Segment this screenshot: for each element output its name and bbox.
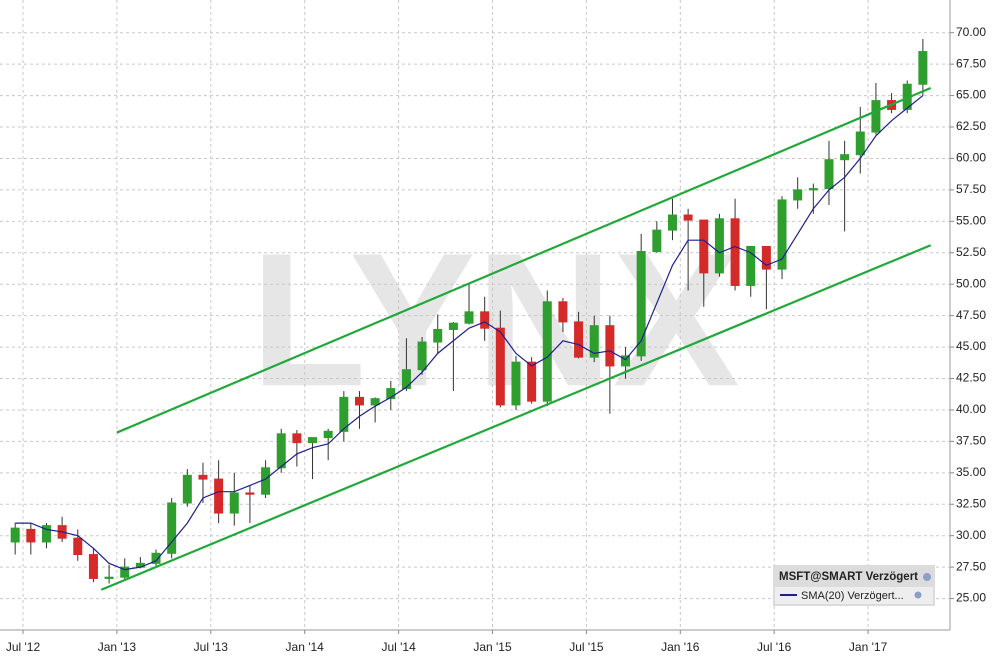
y-tick-label: 67.50: [956, 56, 986, 70]
candle-body: [401, 369, 411, 390]
candle-body: [746, 245, 756, 286]
x-tick-label: Jul '16: [757, 640, 792, 654]
x-tick-label: Jul '12: [6, 640, 41, 654]
x-tick-label: Jul '14: [381, 640, 416, 654]
x-tick-label: Jul '13: [194, 640, 229, 654]
y-tick-label: 55.00: [956, 213, 986, 227]
candle-body: [840, 154, 850, 161]
candle-body: [73, 537, 83, 556]
candle-body: [652, 229, 662, 252]
candle-body: [245, 492, 255, 495]
legend-label: SMA(20) Verzögert...: [801, 590, 904, 602]
candle-body: [495, 327, 505, 406]
x-tick-label: Jan '13: [98, 640, 137, 654]
candle-body: [276, 433, 286, 469]
candle-body: [386, 388, 396, 400]
candle-body: [229, 492, 239, 514]
candle-body: [417, 341, 427, 371]
y-tick-label: 37.50: [956, 434, 986, 448]
candle-body: [354, 396, 364, 406]
candle-body: [605, 325, 615, 367]
candle-body: [198, 474, 208, 480]
candle-body: [10, 527, 20, 543]
candle-body: [636, 250, 646, 357]
y-tick-label: 47.50: [956, 308, 986, 322]
candle-body: [41, 525, 51, 543]
trend-line: [100, 244, 932, 591]
candle-body: [88, 554, 98, 579]
candle-body: [589, 325, 599, 358]
candle-body: [120, 566, 130, 578]
x-tick-label: Jan '16: [661, 640, 700, 654]
candle-body: [699, 219, 709, 274]
legend-row: [775, 587, 933, 604]
candle-body: [480, 311, 490, 329]
y-tick-label: 30.00: [956, 528, 986, 542]
legend-title: MSFT@SMART Verzögert: [779, 571, 918, 583]
candle-body: [542, 301, 552, 402]
candle-body: [511, 361, 521, 406]
legend-icon: [923, 573, 931, 581]
legend-icon: [914, 591, 922, 599]
y-tick-label: 25.00: [956, 591, 986, 605]
y-tick-label: 50.00: [956, 276, 986, 290]
candle-body: [574, 321, 584, 358]
candle-body: [292, 433, 302, 444]
y-tick-label: 52.50: [956, 245, 986, 259]
candle-body: [464, 311, 474, 324]
y-tick-label: 60.00: [956, 151, 986, 165]
candle-body: [308, 437, 318, 444]
candle-body: [448, 322, 458, 330]
x-tick-label: Jan '15: [473, 640, 512, 654]
candle-body: [261, 467, 271, 495]
candle-body: [323, 430, 333, 439]
candle-body: [527, 361, 537, 402]
y-tick-label: 45.00: [956, 339, 986, 353]
y-tick-label: 70.00: [956, 25, 986, 39]
x-tick-label: Jan '17: [849, 640, 888, 654]
y-tick-label: 65.00: [956, 88, 986, 102]
candle-body: [855, 131, 865, 156]
y-tick-label: 27.50: [956, 559, 986, 573]
candle-body: [714, 218, 724, 274]
candle-body: [667, 214, 677, 231]
candle-body: [104, 576, 114, 579]
y-tick-label: 32.50: [956, 496, 986, 510]
candle-body: [761, 245, 771, 270]
candle-body: [151, 552, 161, 564]
y-tick-label: 40.00: [956, 402, 986, 416]
y-tick-label: 35.00: [956, 465, 986, 479]
candle-body: [621, 355, 631, 367]
y-tick-label: 42.50: [956, 371, 986, 385]
candle-body: [370, 398, 380, 406]
candle-body: [777, 199, 787, 270]
trend-line: [116, 87, 932, 434]
candle-body: [793, 189, 803, 201]
candle-body: [918, 51, 928, 85]
candle-body: [871, 100, 881, 133]
candle-body: [433, 328, 443, 343]
legend: MSFT@SMART Verzögert SMA(20) Verzögert...: [773, 565, 935, 606]
sma-line: [15, 95, 924, 571]
watermark: LYNX: [250, 214, 739, 426]
candle-body: [808, 188, 818, 191]
x-tick-label: Jul '15: [569, 640, 604, 654]
y-tick-label: 62.50: [956, 119, 986, 133]
candle-body: [167, 502, 177, 554]
y-tick-label: 57.50: [956, 182, 986, 196]
candle-body: [26, 528, 36, 543]
candle-body: [182, 474, 192, 504]
candle-body: [824, 159, 834, 190]
candle-body: [339, 396, 349, 432]
candle-body: [214, 478, 224, 514]
candle-body: [558, 301, 568, 323]
x-tick-label: Jan '14: [286, 640, 325, 654]
candle-body: [683, 214, 693, 221]
candle-body: [730, 218, 740, 286]
